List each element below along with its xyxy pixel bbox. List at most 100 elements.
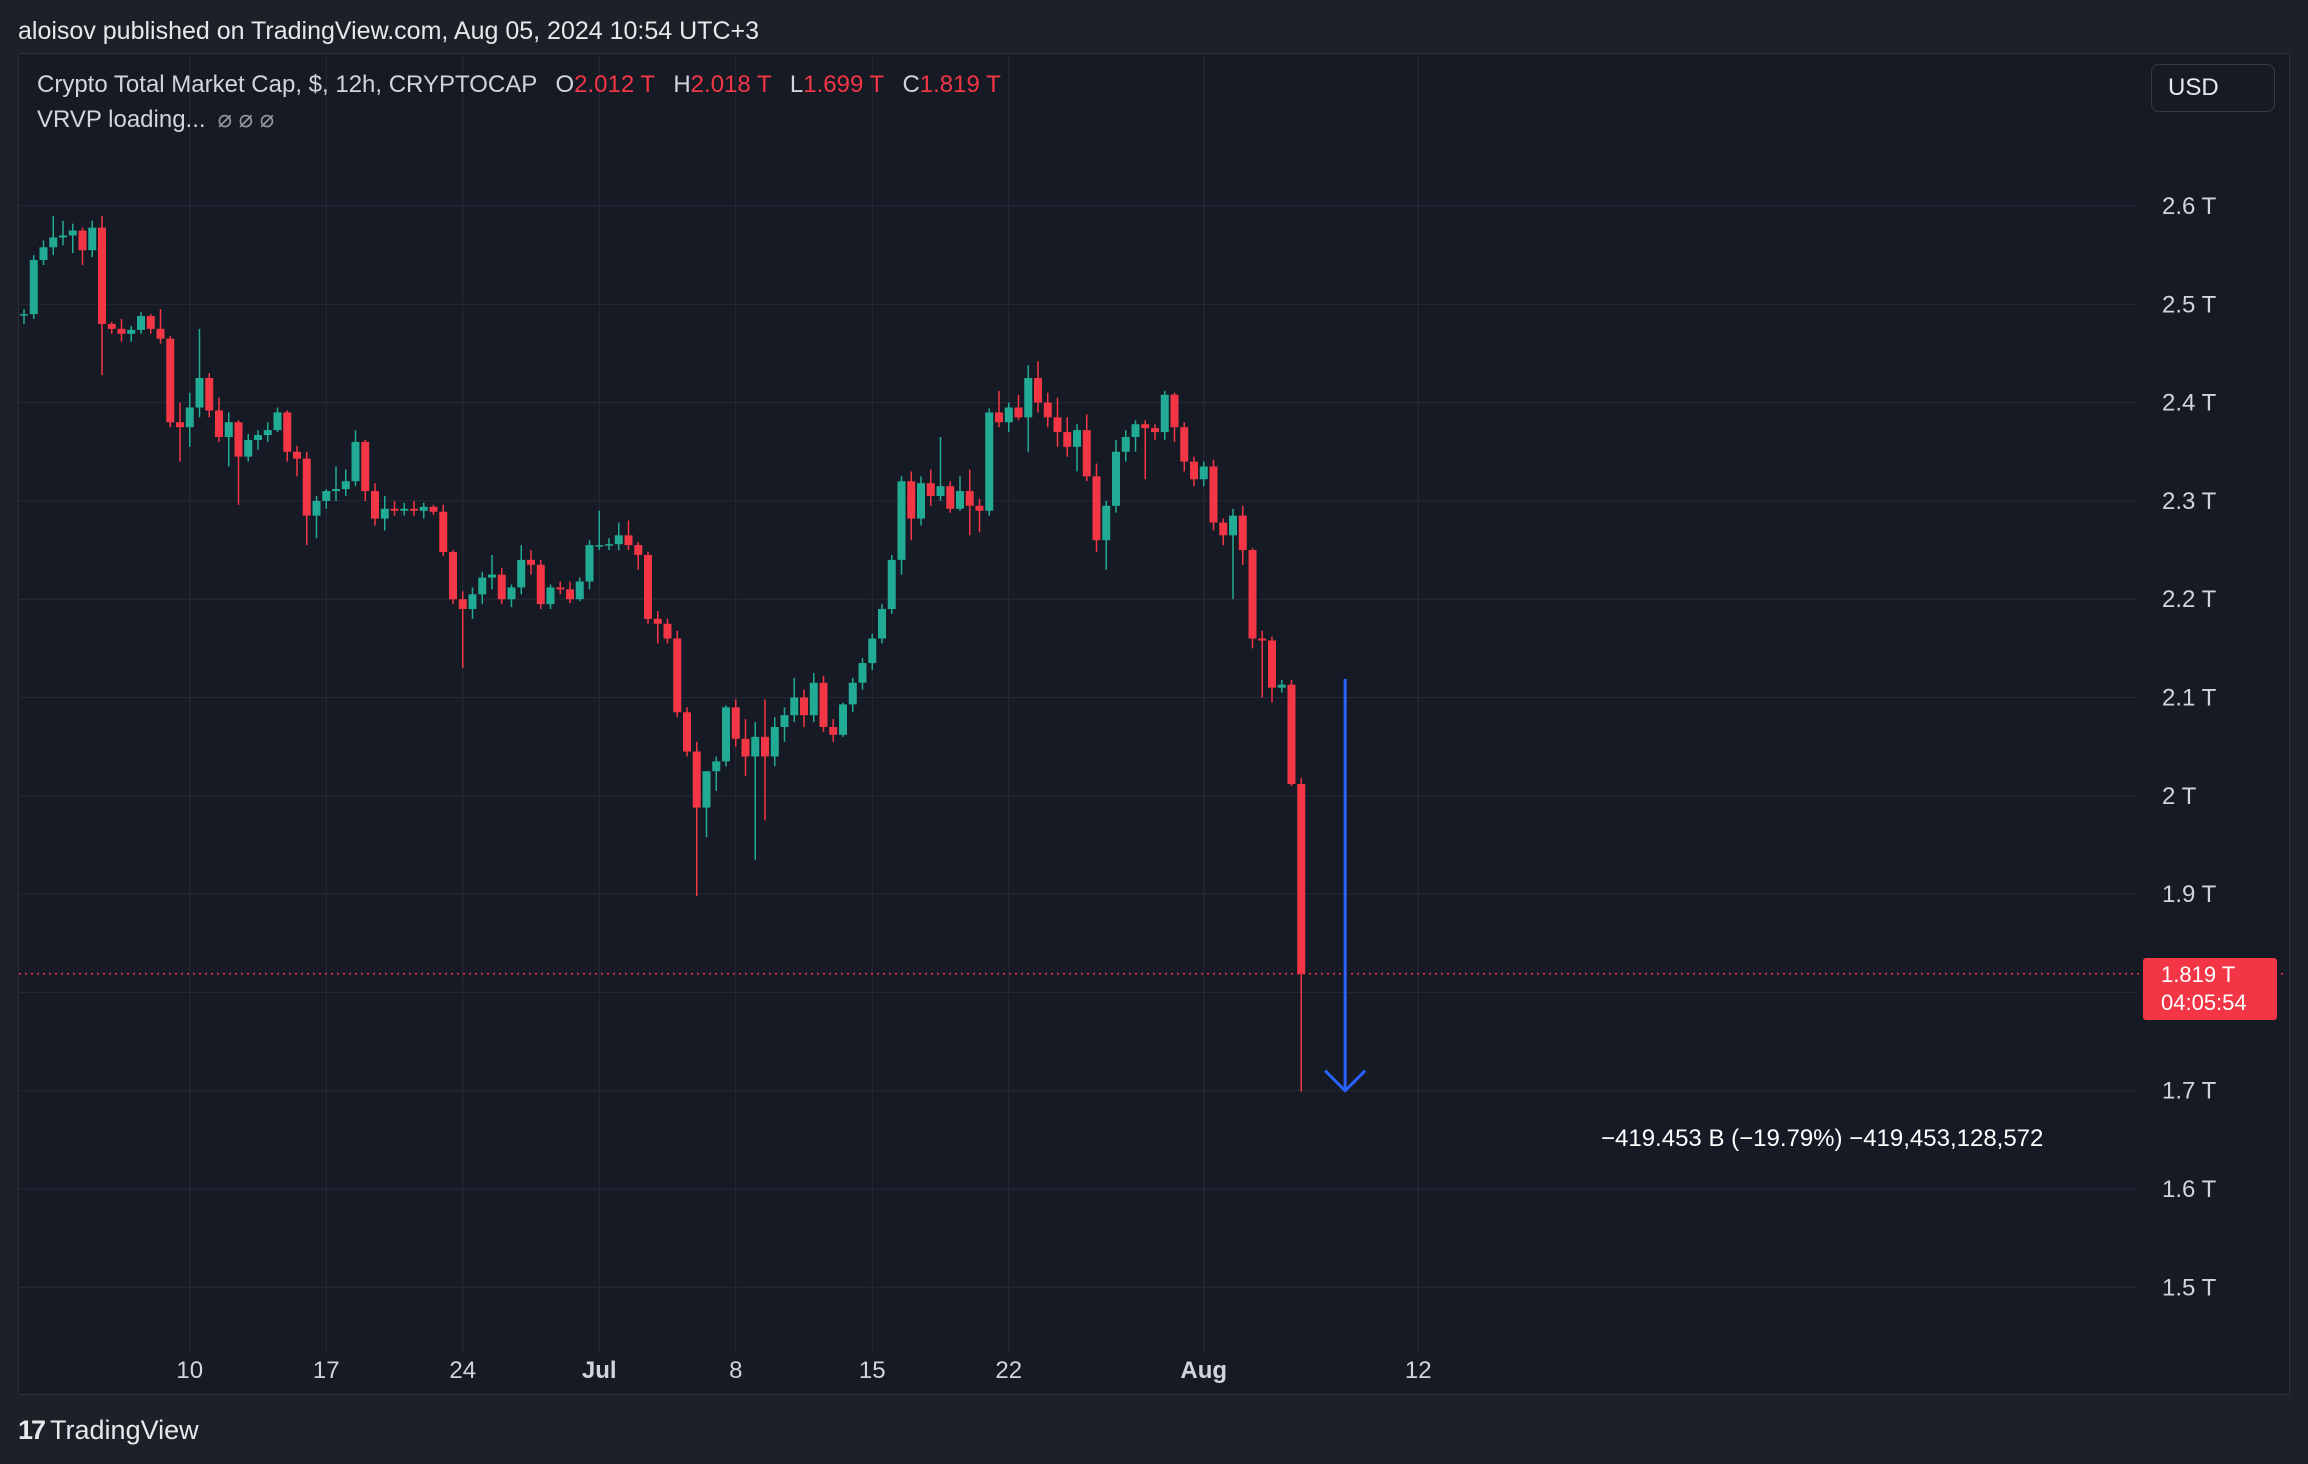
candle-down	[98, 227, 106, 324]
candle-down	[536, 564, 545, 605]
close-label: C	[902, 71, 920, 98]
candle-up	[712, 761, 721, 772]
candle-down	[829, 726, 838, 735]
candle-down	[995, 412, 1003, 423]
candle-up	[985, 412, 994, 511]
candle-down	[1190, 461, 1198, 480]
candle-up	[488, 574, 496, 578]
candle-up	[1073, 430, 1081, 447]
y-tick-label: 2.1 T	[2162, 685, 2217, 712]
candle-up	[722, 707, 730, 762]
candles	[20, 215, 1306, 1092]
candle-up	[1102, 505, 1111, 541]
candle-down	[1082, 430, 1091, 477]
candle-down	[215, 410, 223, 438]
chart-panel[interactable]: 2.6 T 2.5 T 2.4 T 2.3 T 2.2 T 2.1 T 2 T 1.9 T 1.…	[18, 53, 2290, 1395]
brand-name: TradingView	[50, 1415, 199, 1445]
candlestick-chart[interactable]: 2.6 T 2.5 T 2.4 T 2.3 T 2.2 T 2.1 T 2 T 1.9 T 1.…	[19, 54, 2289, 1394]
y-tick-label: 2 T	[2162, 783, 2197, 810]
candle-down	[1297, 784, 1306, 974]
candle-up	[1121, 437, 1130, 452]
high-value: 2.018 T	[690, 71, 772, 98]
x-tick-label: 12	[1405, 1357, 1432, 1384]
candle-up	[351, 441, 360, 482]
candle-up	[88, 227, 97, 251]
candle-down	[1170, 394, 1179, 428]
candle-up	[1229, 515, 1237, 536]
candle-down	[390, 508, 399, 511]
candle-down	[1219, 522, 1228, 536]
x-tick-label: 24	[449, 1357, 476, 1384]
candle-up	[273, 412, 282, 431]
candle-down	[1141, 424, 1150, 429]
candle-down	[673, 638, 682, 713]
overlays	[19, 678, 2287, 1093]
candle-down	[361, 441, 370, 492]
y-tick-label: 2.6 T	[2162, 193, 2217, 220]
vrvp-status-icons[interactable]: ⌀ ⌀ ⌀	[217, 106, 275, 133]
candle-up	[1004, 407, 1013, 423]
candle-down	[692, 751, 701, 808]
currency-selector[interactable]: USD	[2151, 64, 2275, 112]
candle-up	[195, 378, 204, 408]
candle-up	[1112, 451, 1120, 506]
candle-up	[751, 736, 760, 757]
candle-up	[868, 638, 877, 664]
y-tick-label: 1.9 T	[2162, 881, 2217, 908]
currency-label[interactable]: USD	[2168, 74, 2219, 101]
bar-countdown: 04:05:54	[2161, 989, 2247, 1015]
candle-up	[478, 577, 487, 595]
candle-down	[1043, 402, 1052, 418]
open-label: O	[555, 71, 575, 98]
candle-down	[741, 738, 750, 757]
candle-up	[809, 682, 818, 716]
x-tick-label: 15	[859, 1357, 886, 1384]
x-tick-label: 10	[176, 1357, 203, 1384]
candle-up	[790, 697, 799, 716]
candle-up	[858, 663, 867, 683]
candle-up	[1024, 378, 1033, 418]
candle-down	[439, 511, 448, 553]
candle-down	[117, 328, 126, 334]
symbol-name[interactable]: Crypto Total Market Cap, $, 12h, CRYPTOC…	[37, 71, 537, 98]
price-axis[interactable]: 2.6 T 2.5 T 2.4 T 2.3 T 2.2 T 2.1 T 2 T 1.9 T 1.…	[2162, 193, 2217, 1301]
candle-down	[371, 491, 379, 519]
candle-up	[517, 559, 526, 588]
time-axis[interactable]: 10 17 24 Jul 8 15 22 Aug 12	[176, 1357, 1431, 1384]
candle-up	[29, 260, 38, 315]
vrvp-indicator[interactable]: VRVP loading... ⌀ ⌀ ⌀	[37, 103, 274, 137]
candle-down	[731, 707, 740, 739]
candle-down	[634, 545, 643, 555]
candle-up	[780, 715, 789, 727]
candle-down	[556, 587, 565, 590]
candle-down	[1248, 550, 1257, 639]
vrvp-label[interactable]: VRVP loading...	[37, 106, 206, 133]
candle-up	[59, 235, 67, 238]
x-tick-label: 8	[729, 1357, 742, 1384]
tradingview-logo-icon: 17	[18, 1415, 46, 1445]
symbol-legend[interactable]: Crypto Total Market Cap, $, 12h, CRYPTOC…	[37, 68, 1001, 102]
candle-down	[1258, 638, 1267, 641]
candle-down	[78, 230, 87, 251]
candle-down	[449, 552, 457, 600]
candle-down	[283, 412, 292, 452]
candle-up	[224, 422, 233, 438]
candle-down	[1209, 466, 1218, 523]
candle-up	[897, 481, 906, 560]
candle-up	[1131, 424, 1140, 438]
candle-up	[702, 771, 711, 808]
candle-down	[458, 599, 467, 610]
candle-up	[546, 587, 555, 605]
candle-up	[917, 483, 925, 519]
candle-up	[575, 581, 584, 600]
y-tick-label: 1.5 T	[2162, 1274, 2217, 1301]
candle-up	[887, 559, 896, 610]
candle-up	[127, 329, 136, 334]
high-label: H	[673, 71, 691, 98]
candle-down	[410, 508, 418, 511]
x-tick-label: Aug	[1180, 1357, 1227, 1384]
candle-up	[419, 506, 428, 511]
candle-down	[302, 458, 311, 516]
candle-down	[1238, 515, 1247, 551]
candle-down	[234, 422, 243, 457]
